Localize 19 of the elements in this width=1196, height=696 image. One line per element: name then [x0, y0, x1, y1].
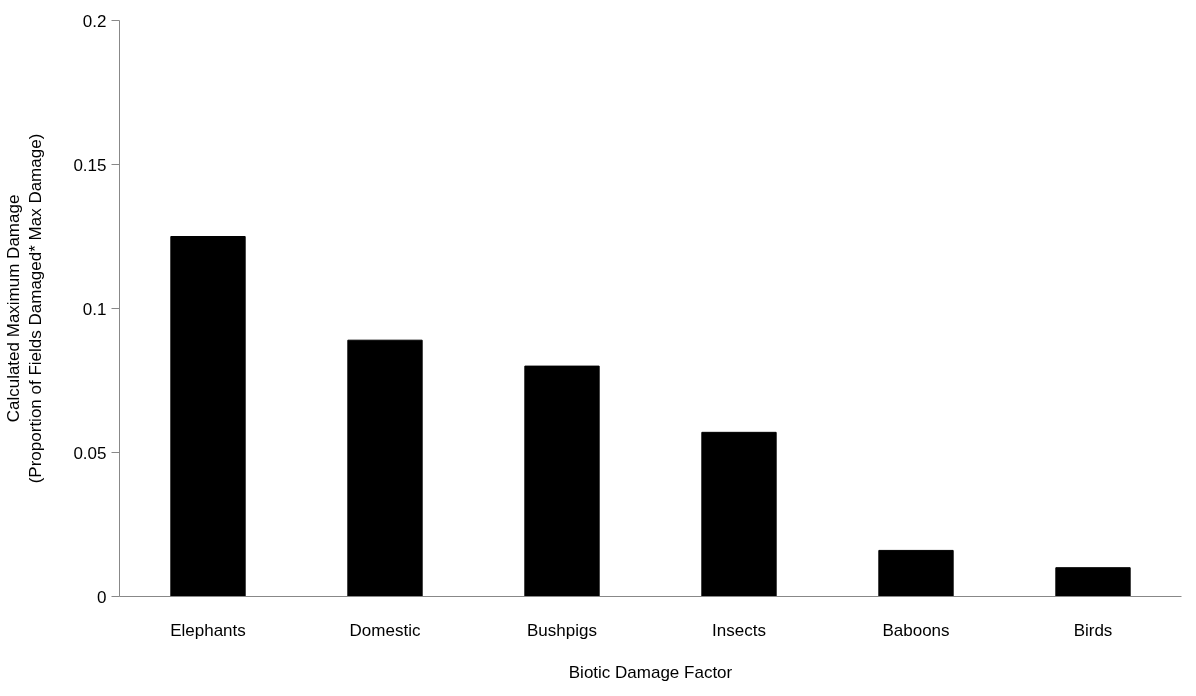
- y-axis-title: Calculated Maximum Damage (Proportion of Fields Damaged* Max Damage): [3, 133, 46, 484]
- x-tick-label: Elephants: [170, 620, 246, 640]
- bar: [524, 365, 600, 597]
- bar: [878, 549, 954, 597]
- y-tick-label: 0: [97, 587, 107, 607]
- x-axis-title: Biotic Damage Factor: [568, 662, 733, 682]
- y-tick-label: 0.05: [73, 443, 107, 463]
- bar: [347, 339, 423, 597]
- bar: [1055, 567, 1131, 597]
- x-tick-label: Baboons: [882, 620, 950, 640]
- x-tick-label: Birds: [1073, 620, 1113, 640]
- y-tick-label: 0.2: [82, 11, 107, 31]
- bar: [170, 236, 246, 597]
- x-tick-label: Insects: [712, 620, 766, 640]
- x-tick-label: Domestic: [349, 620, 421, 640]
- y-tick-label: 0.1: [82, 299, 107, 319]
- bar: [701, 431, 777, 597]
- y-tick-label: 0.15: [73, 155, 107, 175]
- x-tick-label: Bushpigs: [527, 620, 597, 640]
